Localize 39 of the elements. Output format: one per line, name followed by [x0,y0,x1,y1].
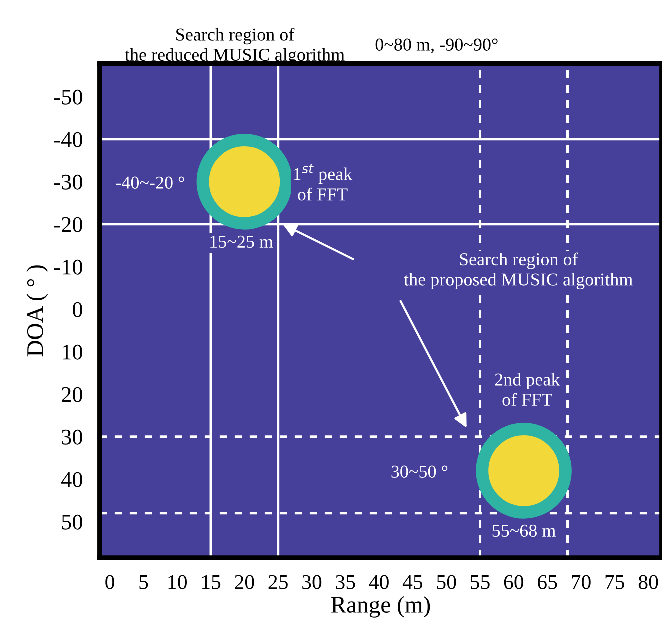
x-tick-label: 60 [504,575,524,590]
y-tick-label: 40 [62,472,82,488]
x-tick-label: 70 [572,575,591,590]
x-tick-label: 45 [402,575,423,590]
x-tick-label: 25 [268,575,288,590]
y-tick-label: 50 [62,514,82,530]
y-tick-label: 0 [73,302,82,318]
y-tick-label: -50 [54,90,82,105]
y-tick-label: -10 [54,260,82,275]
x-tick-label: 65 [538,575,558,590]
x-tick-label: 40 [369,575,389,590]
x-tick-label: 20 [235,575,254,590]
y-tick-label: -20 [54,217,82,232]
x-tick-label: 15 [202,575,221,590]
annotation: Search region of the reduced MUSIC algorithm [125,28,345,65]
x-axis-title: Range (m) [332,596,430,618]
x-tick-label: 0 [106,575,114,590]
y-tick-label: 30 [62,430,82,445]
annotation: 2nd peak of FFT [495,373,560,406]
x-tick-label: 5 [140,576,148,590]
annotation: 1$^{st}$ peak of FFT [294,164,353,201]
annotation: 15~25 m [210,236,274,248]
x-tick-label: 30 [302,575,322,590]
y-axis-title: DOA ( ° ) [26,266,48,357]
text: 0~80 m, -90~90° [376,38,498,54]
y-tick-label: -40 [54,132,82,148]
x-tick-label: 80 [638,575,658,590]
annotation: Search region of the proposed MUSIC algorithm [404,252,633,290]
x-tick-label: 35 [336,575,356,590]
x-tick-label: 75 [606,576,624,590]
x-tick-label: 50 [437,575,456,590]
x-tick-label: 55 [471,576,490,590]
y-tick-label: -30 [54,174,82,190]
annotation: 55~68 m [492,524,556,538]
annotation: -40~-20 ° [116,176,184,189]
x-tick-label: 10 [168,575,187,590]
y-tick-label: 10 [63,344,82,360]
y-tick-label: 20 [62,387,82,402]
annotation: 30~50 ° [392,466,448,478]
